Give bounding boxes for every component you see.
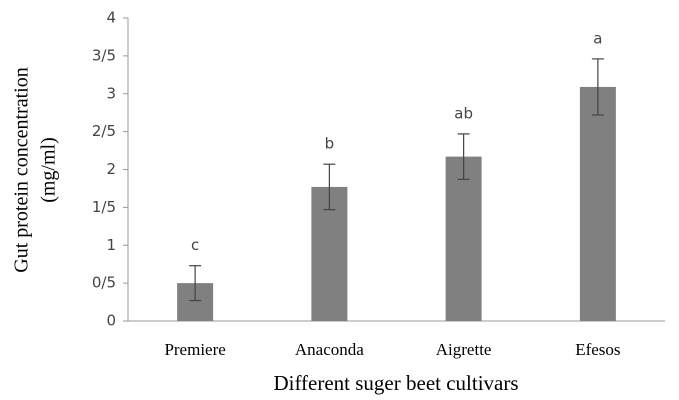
error-bar (457, 133, 470, 180)
x-tick-label: Efesos (575, 340, 620, 359)
x-axis-label: Different suger beet cultivars (273, 371, 518, 395)
annotation: ab (454, 104, 473, 122)
y-axis-label: Gut protein concentration (11, 67, 33, 273)
annotation: a (593, 29, 602, 47)
y-tick-label: 1/5 (92, 198, 116, 216)
y-tick-label: 3/5 (92, 46, 116, 64)
annotation: c (191, 236, 199, 254)
bar (445, 156, 482, 321)
y-axis-label: (mg/ml) (38, 137, 60, 203)
y-tick-label: 4 (106, 9, 116, 27)
y-tick-label: 3 (106, 84, 116, 102)
y-tick-label: 0/5 (92, 274, 116, 292)
bar (579, 86, 616, 322)
x-tick-label: Anaconda (295, 340, 364, 359)
y-tick-label: 2 (106, 160, 116, 178)
error-bar (323, 163, 336, 211)
annotation: b (325, 135, 335, 153)
error-bar (591, 58, 604, 116)
y-tick-label: 0 (106, 312, 116, 330)
y-tick-label: 1 (106, 236, 116, 254)
x-tick-label: Aigrette (436, 340, 492, 359)
x-tick-label: Premiere (164, 340, 225, 359)
error-bar (189, 265, 202, 302)
y-tick-label: 2/5 (92, 122, 116, 140)
